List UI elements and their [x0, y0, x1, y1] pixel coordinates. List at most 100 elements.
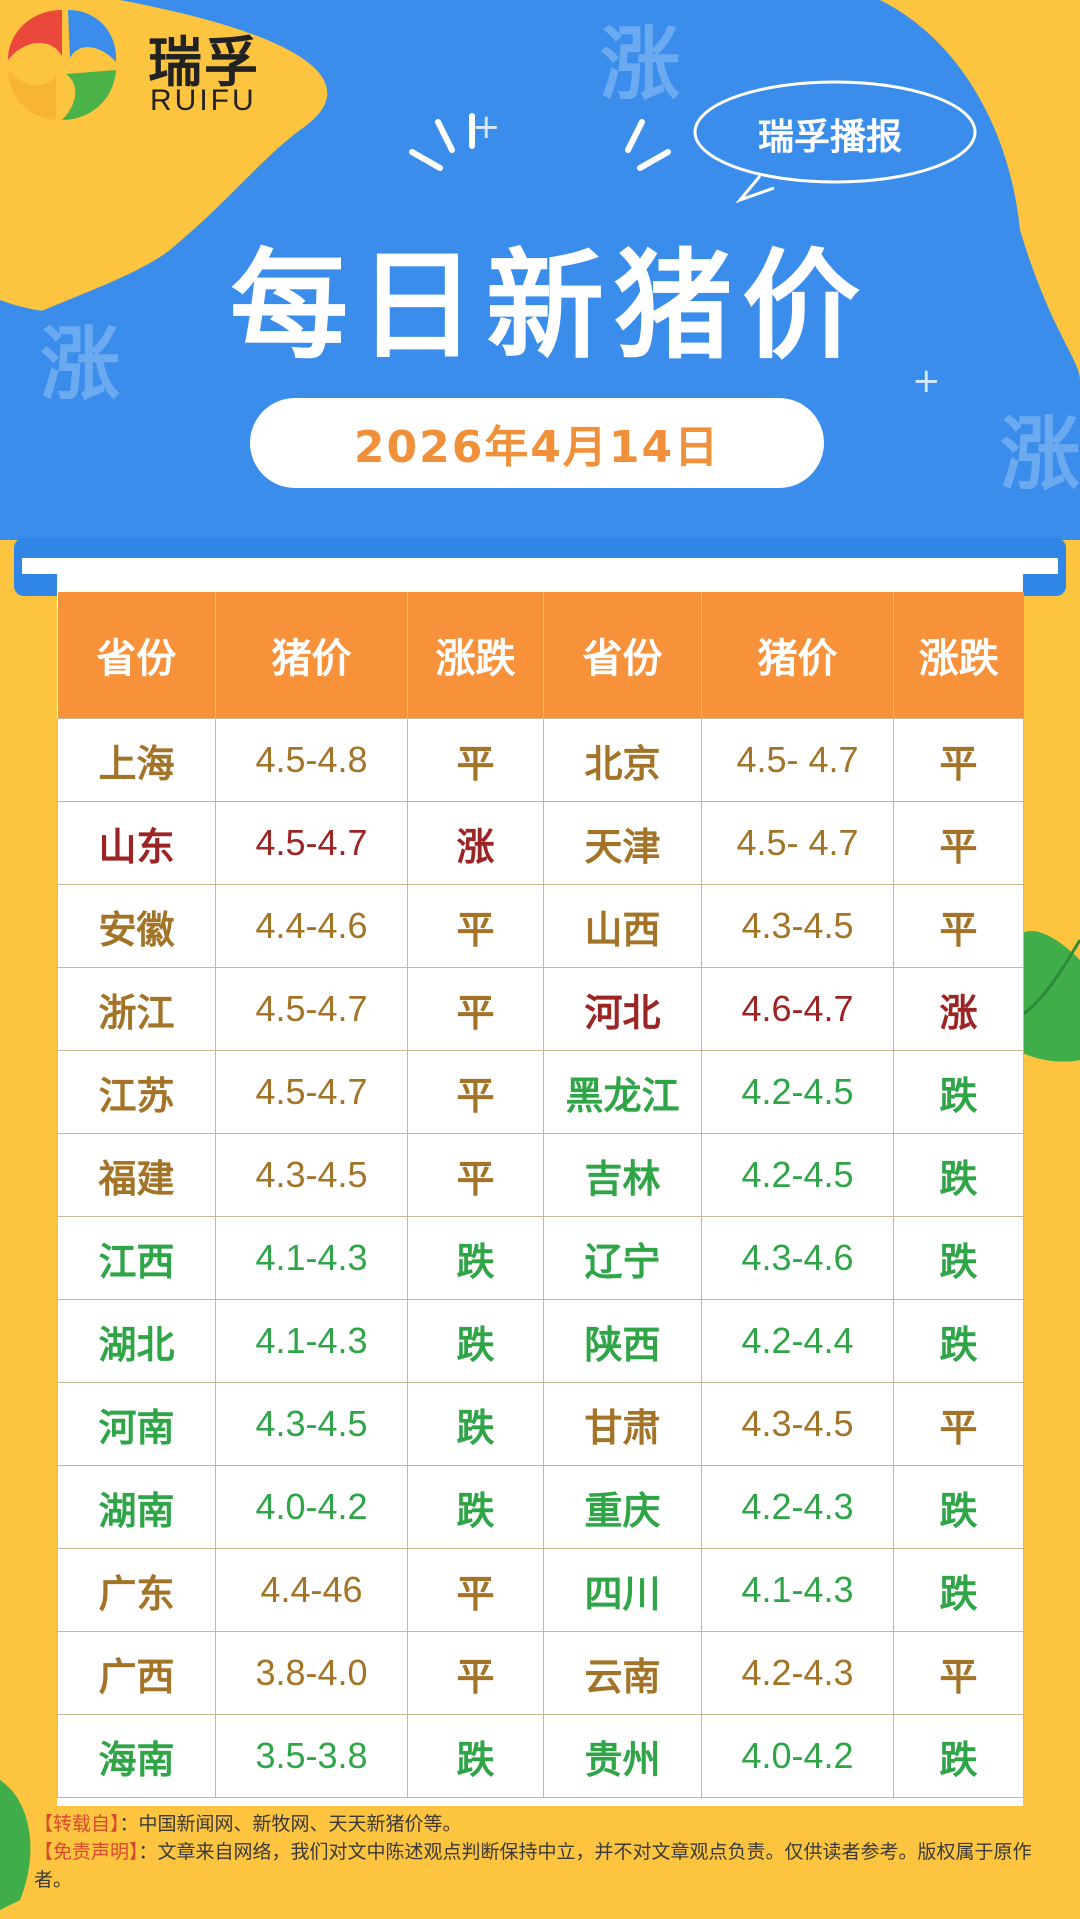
change-cell: 跌	[893, 1465, 1024, 1549]
change-cell: 平	[893, 1631, 1024, 1715]
price-cell: 4.5-4.7	[215, 801, 408, 885]
price-cell: 4.3-4.5	[215, 1382, 408, 1466]
watermark-char: 涨	[40, 318, 120, 411]
province-cell: 云南	[543, 1631, 702, 1715]
source-text: ：中国新闻网、新牧网、天天新猪价等。	[119, 1813, 462, 1835]
brand-name-en: RUIFU	[150, 84, 257, 117]
change-cell: 跌	[407, 1299, 544, 1383]
price-cell: 4.4-4.6	[215, 884, 408, 968]
change-cell: 平	[407, 1548, 544, 1632]
province-cell: 浙江	[57, 967, 216, 1051]
province-cell: 北京	[543, 718, 702, 802]
change-cell: 跌	[893, 1050, 1024, 1134]
table-row: 山东 4.5-4.7 涨天津 4.5- 4.7 平	[57, 801, 1024, 885]
table-row: 河南 4.3-4.5 跌甘肃 4.3-4.5 平	[57, 1382, 1024, 1466]
price-cell: 4.2-4.5	[701, 1050, 894, 1134]
price-cell: 4.5- 4.7	[701, 801, 894, 885]
province-cell: 吉林	[543, 1133, 702, 1217]
province-cell: 江苏	[57, 1050, 216, 1134]
broadcast-badge: 瑞孚播报	[757, 117, 902, 158]
price-table: 省份 猪价 涨跌 省份 猪价 涨跌 上海 4.5-4.8 平北京 4.5- 4.7 平山…	[57, 592, 1024, 1798]
province-cell: 甘肃	[543, 1382, 702, 1466]
province-cell: 上海	[57, 718, 216, 802]
board-rail-inner	[22, 558, 1058, 574]
price-cell: 4.5-4.8	[215, 718, 408, 802]
province-cell: 江西	[57, 1216, 216, 1300]
table-header-row: 省份 猪价 涨跌 省份 猪价 涨跌	[57, 592, 1024, 719]
date-badge: 2026年4月14日	[250, 398, 824, 488]
change-cell: 平	[893, 801, 1024, 885]
change-cell: 跌	[893, 1216, 1024, 1300]
brand-name-cn: 瑞孚	[148, 31, 260, 94]
change-cell: 平	[893, 1382, 1024, 1466]
table-row: 安徽 4.4-4.6 平山西 4.3-4.5 平	[57, 884, 1024, 968]
price-cell: 4.4-46	[215, 1548, 408, 1632]
change-cell: 跌	[407, 1382, 544, 1466]
change-cell: 平	[893, 718, 1024, 802]
province-cell: 河南	[57, 1382, 216, 1466]
change-cell: 平	[407, 967, 544, 1051]
province-cell: 四川	[543, 1548, 702, 1632]
province-cell: 天津	[543, 801, 702, 885]
province-cell: 安徽	[57, 884, 216, 968]
logo-mark-icon	[8, 10, 117, 120]
header-province: 省份	[543, 592, 702, 719]
source-tag: 【转载自】	[34, 1813, 120, 1835]
change-cell: 平	[893, 884, 1024, 968]
price-cell: 4.2-4.3	[701, 1631, 894, 1715]
change-cell: 平	[407, 884, 544, 968]
change-cell: 涨	[407, 801, 544, 885]
province-cell: 湖南	[57, 1465, 216, 1549]
table-row: 湖北 4.1-4.3 跌陕西 4.2-4.4 跌	[57, 1299, 1024, 1383]
change-cell: 平	[407, 1050, 544, 1134]
header-change: 涨跌	[407, 592, 544, 719]
price-cell: 4.3-4.6	[701, 1216, 894, 1300]
disclaimer-text: ：文章来自网络，我们对文中陈述观点判断保持中立，并不对文章观点负责。仅供读者参考…	[34, 1841, 1032, 1891]
price-cell: 4.2-4.4	[701, 1299, 894, 1383]
table-row: 广西 3.8-4.0 平云南 4.2-4.3 平	[57, 1631, 1024, 1715]
province-cell: 福建	[57, 1133, 216, 1217]
header-change: 涨跌	[893, 592, 1024, 719]
province-cell: 海南	[57, 1714, 216, 1798]
price-cell: 4.0-4.2	[701, 1714, 894, 1798]
disclaimer-tag: 【免责声明】	[34, 1841, 139, 1863]
price-cell: 3.5-3.8	[215, 1714, 408, 1798]
change-cell: 跌	[893, 1299, 1024, 1383]
province-cell: 陕西	[543, 1299, 702, 1383]
price-cell: 4.6-4.7	[701, 967, 894, 1051]
change-cell: 跌	[407, 1465, 544, 1549]
price-cell: 4.1-4.3	[215, 1299, 408, 1383]
change-cell: 跌	[893, 1548, 1024, 1632]
price-cell: 4.3-4.5	[701, 884, 894, 968]
header-price: 猪价	[701, 592, 894, 719]
change-cell: 平	[407, 1631, 544, 1715]
change-cell: 跌	[893, 1133, 1024, 1217]
price-cell: 3.8-4.0	[215, 1631, 408, 1715]
change-cell: 跌	[893, 1714, 1024, 1798]
province-cell: 河北	[543, 967, 702, 1051]
province-cell: 重庆	[543, 1465, 702, 1549]
change-cell: 平	[407, 718, 544, 802]
province-cell: 湖北	[57, 1299, 216, 1383]
change-cell: 跌	[407, 1216, 544, 1300]
province-cell: 广东	[57, 1548, 216, 1632]
watermark-char: 涨	[600, 18, 680, 111]
province-cell: 黑龙江	[543, 1050, 702, 1134]
province-cell: 山东	[57, 801, 216, 885]
price-cell: 4.3-4.5	[701, 1382, 894, 1466]
table-row: 上海 4.5-4.8 平北京 4.5- 4.7 平	[57, 718, 1024, 802]
svg-text:+: +	[912, 361, 941, 401]
price-cell: 4.1-4.3	[215, 1216, 408, 1300]
province-cell: 广西	[57, 1631, 216, 1715]
price-cell: 4.2-4.3	[701, 1465, 894, 1549]
price-cell: 4.5- 4.7	[701, 718, 894, 802]
price-cell: 4.0-4.2	[215, 1465, 408, 1549]
change-cell: 平	[407, 1133, 544, 1217]
table-row: 海南 3.5-3.8 跌贵州 4.0-4.2 跌	[57, 1714, 1024, 1798]
price-cell: 4.5-4.7	[215, 967, 408, 1051]
table-row: 广东 4.4-46 平四川 4.1-4.3 跌	[57, 1548, 1024, 1632]
source-line: 【转载自】：中国新闻网、新牧网、天天新猪价等。	[34, 1810, 1054, 1838]
province-cell: 贵州	[543, 1714, 702, 1798]
footer-notes: 【转载自】：中国新闻网、新牧网、天天新猪价等。 【免责声明】：文章来自网络，我们…	[34, 1810, 1054, 1894]
header-price: 猪价	[215, 592, 408, 719]
